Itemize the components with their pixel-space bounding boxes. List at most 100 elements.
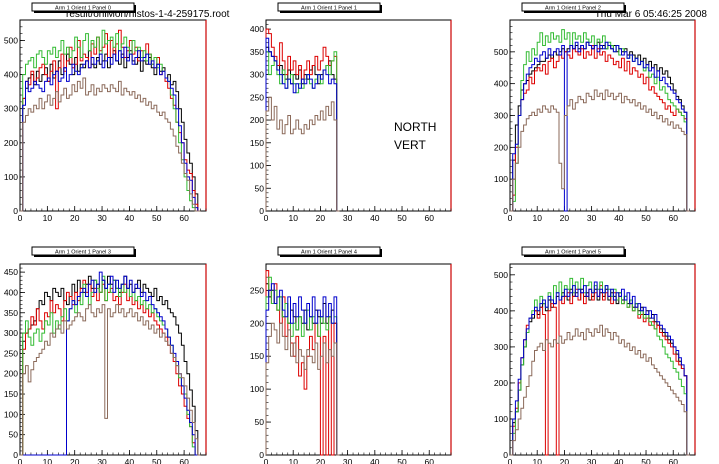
histogram-series-brown bbox=[510, 324, 690, 456]
y-tick-label: 100 bbox=[250, 384, 264, 394]
x-tick-label: 50 bbox=[397, 457, 407, 464]
x-tick-label: 0 bbox=[18, 213, 23, 223]
y-tick-label: 500 bbox=[494, 270, 508, 280]
x-tick-label: 30 bbox=[97, 457, 107, 464]
panel-title: Arm 1 Orient 1 Panel 5 bbox=[545, 250, 601, 256]
x-tick-label: 10 bbox=[532, 213, 542, 223]
x-tick-label: 60 bbox=[425, 213, 435, 223]
x-tick-label: 10 bbox=[532, 457, 542, 464]
histogram-series-blue bbox=[20, 46, 201, 212]
y-tick-label: 250 bbox=[4, 348, 18, 358]
y-tick-label: 300 bbox=[250, 70, 264, 80]
y-tick-label: 250 bbox=[250, 92, 264, 102]
y-tick-label: 100 bbox=[250, 161, 264, 171]
y-tick-label: 300 bbox=[4, 328, 18, 338]
x-tick-label: 20 bbox=[70, 457, 80, 464]
x-tick-label: 10 bbox=[43, 213, 53, 223]
y-tick-label: 400 bbox=[494, 306, 508, 316]
histogram-series-blue bbox=[20, 271, 201, 456]
y-tick-label: 0 bbox=[259, 450, 264, 460]
panel-title-box bbox=[277, 2, 381, 12]
y-tick-label: 0 bbox=[13, 206, 18, 216]
x-tick-label: 60 bbox=[179, 457, 189, 464]
y-tick-label: 300 bbox=[4, 104, 18, 114]
y-tick-label: 200 bbox=[494, 142, 508, 152]
x-tick-label: 40 bbox=[370, 457, 380, 464]
annotation-north: NORTH bbox=[394, 120, 437, 134]
y-tick-label: 300 bbox=[494, 111, 508, 121]
x-tick-label: 0 bbox=[508, 457, 513, 464]
x-tick-label: 20 bbox=[70, 213, 80, 223]
annotation-vert: VERT bbox=[394, 138, 426, 152]
y-tick-label: 150 bbox=[250, 351, 264, 361]
histogram-series-blue bbox=[510, 281, 690, 456]
x-tick-label: 30 bbox=[343, 457, 353, 464]
x-tick-label: 20 bbox=[316, 457, 326, 464]
y-tick-label: 50 bbox=[255, 183, 265, 193]
histogram-series-brown bbox=[510, 89, 690, 212]
y-tick-label: 150 bbox=[4, 389, 18, 399]
y-tick-label: 400 bbox=[494, 79, 508, 89]
panel-title: Arm 1 Orient 1 Panel 0 bbox=[55, 6, 111, 12]
x-tick-label: 60 bbox=[179, 213, 189, 223]
x-tick-label: 40 bbox=[614, 457, 624, 464]
x-tick-label: 10 bbox=[43, 457, 53, 464]
x-tick-label: 30 bbox=[97, 213, 107, 223]
x-tick-label: 40 bbox=[370, 213, 380, 223]
x-tick-label: 60 bbox=[669, 457, 679, 464]
x-tick-label: 0 bbox=[264, 457, 269, 464]
y-tick-label: 450 bbox=[4, 267, 18, 277]
y-tick-label: 200 bbox=[494, 378, 508, 388]
histogram-series-brown bbox=[20, 304, 201, 456]
y-tick-label: 50 bbox=[9, 430, 19, 440]
x-tick-label: 50 bbox=[152, 457, 162, 464]
y-tick-label: 200 bbox=[4, 138, 18, 148]
x-tick-label: 60 bbox=[669, 213, 679, 223]
x-tick-label: 50 bbox=[397, 213, 407, 223]
x-tick-label: 0 bbox=[18, 457, 23, 464]
x-tick-label: 50 bbox=[152, 213, 162, 223]
histogram-series-green bbox=[510, 277, 690, 456]
y-tick-label: 100 bbox=[4, 409, 18, 419]
panel-title-box bbox=[31, 2, 135, 12]
y-tick-label: 500 bbox=[494, 47, 508, 57]
y-tick-label: 200 bbox=[250, 115, 264, 125]
panel-title-box bbox=[277, 246, 381, 256]
panel-title-box bbox=[521, 2, 625, 12]
y-tick-label: 100 bbox=[4, 172, 18, 182]
x-tick-label: 60 bbox=[425, 457, 435, 464]
x-tick-label: 30 bbox=[587, 457, 597, 464]
y-tick-label: 50 bbox=[255, 417, 265, 427]
panel-title: Arm 1 Orient 1 Panel 3 bbox=[55, 250, 111, 256]
y-tick-label: 500 bbox=[4, 35, 18, 45]
histogram-series-brown bbox=[20, 77, 201, 212]
y-tick-label: 0 bbox=[503, 450, 508, 460]
y-tick-label: 0 bbox=[13, 450, 18, 460]
timestamp-label: Thu Mar 6 05:46:25 2008 bbox=[594, 9, 707, 20]
plot-frame bbox=[265, 263, 452, 456]
x-tick-label: 30 bbox=[343, 213, 353, 223]
x-tick-label: 40 bbox=[125, 457, 135, 464]
x-tick-label: 40 bbox=[125, 213, 135, 223]
y-tick-label: 300 bbox=[494, 342, 508, 352]
x-tick-label: 40 bbox=[614, 213, 624, 223]
x-tick-label: 10 bbox=[288, 457, 298, 464]
y-tick-label: 350 bbox=[4, 308, 18, 318]
y-tick-label: 0 bbox=[503, 206, 508, 216]
x-tick-label: 0 bbox=[508, 213, 513, 223]
histogram-series-blue bbox=[265, 283, 340, 456]
histogram-series-black bbox=[20, 275, 201, 456]
plot-frame bbox=[265, 19, 452, 212]
histogram-series-green bbox=[265, 276, 340, 456]
x-tick-label: 10 bbox=[288, 213, 298, 223]
x-tick-label: 20 bbox=[560, 213, 570, 223]
x-tick-label: 20 bbox=[316, 213, 326, 223]
x-tick-label: 50 bbox=[641, 457, 651, 464]
y-tick-label: 200 bbox=[250, 318, 264, 328]
y-tick-label: 400 bbox=[4, 287, 18, 297]
y-tick-label: 400 bbox=[4, 70, 18, 80]
x-tick-label: 30 bbox=[587, 213, 597, 223]
x-tick-label: 20 bbox=[560, 457, 570, 464]
file-path-label: result/onlMon/histos-1-4-259175.root bbox=[66, 9, 230, 20]
